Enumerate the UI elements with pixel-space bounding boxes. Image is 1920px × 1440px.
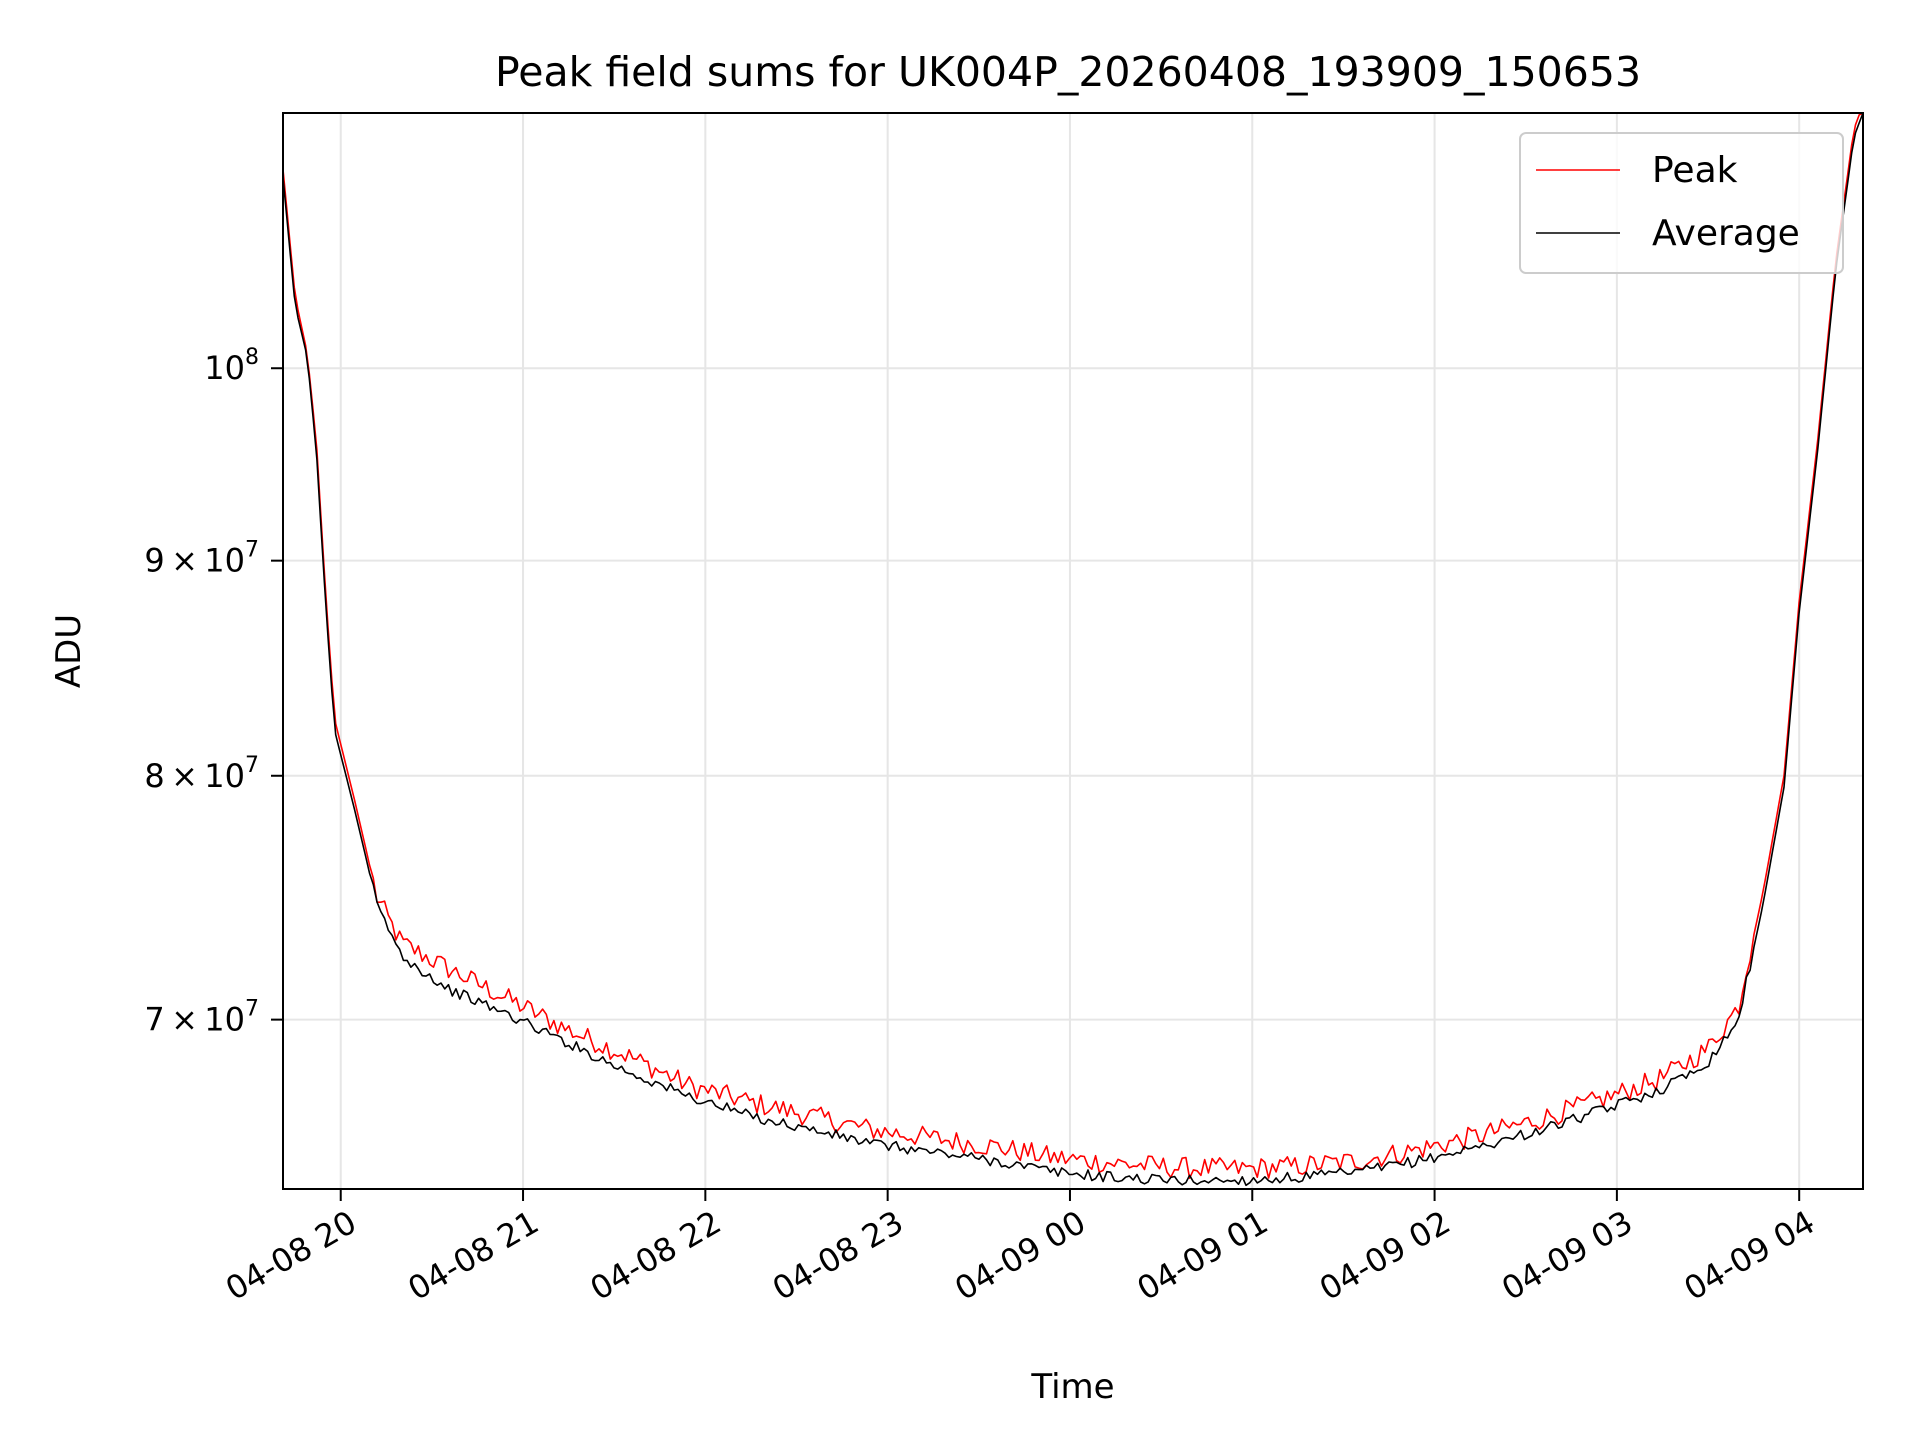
series-line-average	[282, 112, 1864, 1187]
x-axis-label: Time	[1030, 1367, 1114, 1407]
x-tick-label: 04-08 23	[766, 1203, 910, 1308]
legend-box	[1519, 132, 1844, 274]
grid	[283, 113, 1863, 1189]
y-tick-label: 108	[204, 345, 259, 387]
legend-label-average: Average	[1652, 213, 1800, 254]
x-tick-label: 04-09 02	[1313, 1203, 1457, 1308]
legend: Peak Average	[1519, 132, 1844, 274]
chart-title: Peak field sums for UK004P_20260408_1939…	[495, 48, 1641, 96]
y-tick-label: 9 × 107	[144, 538, 259, 580]
series-layer	[282, 112, 1864, 1187]
legend-label-peak: Peak	[1652, 150, 1738, 191]
y-tick-label: 7 × 107	[144, 997, 259, 1039]
x-tick-label: 04-09 03	[1495, 1203, 1639, 1308]
x-tick-label: 04-09 00	[948, 1203, 1092, 1308]
y-tick-label: 8 × 107	[144, 753, 259, 795]
y-axis: 7 × 107 8 × 107 9 × 107 108	[144, 345, 283, 1039]
plot-frame	[282, 112, 1864, 1190]
y-axis-label: ADU	[49, 614, 89, 688]
x-tick-label: 04-09 04	[1678, 1203, 1822, 1308]
x-axis: 04-08 20 04-08 21 04-08 22 04-08 23 04-09 00…	[219, 1189, 1821, 1308]
x-tick-label: 04-08 20	[219, 1203, 363, 1308]
x-tick-label: 04-09 01	[1131, 1203, 1275, 1308]
series-line-peak	[282, 112, 1864, 1179]
x-tick-label: 04-08 21	[401, 1203, 545, 1308]
x-tick-label: 04-08 22	[584, 1203, 728, 1308]
